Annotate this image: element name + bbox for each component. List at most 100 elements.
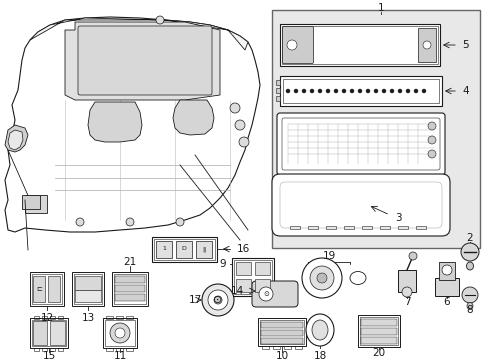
Circle shape	[401, 287, 411, 297]
Circle shape	[389, 89, 393, 93]
Bar	[357, 315, 399, 347]
Text: ⊙: ⊙	[213, 295, 222, 305]
Bar	[438, 262, 454, 280]
Bar	[116, 316, 123, 319]
Bar	[106, 316, 113, 319]
Bar	[282, 26, 437, 64]
Circle shape	[405, 89, 409, 93]
Polygon shape	[8, 130, 23, 150]
Bar	[258, 318, 305, 346]
Circle shape	[427, 136, 435, 144]
Circle shape	[333, 89, 337, 93]
Text: 1: 1	[162, 247, 165, 252]
Circle shape	[302, 258, 341, 298]
Circle shape	[293, 89, 297, 93]
Bar	[275, 80, 280, 85]
Bar	[359, 317, 397, 345]
Bar	[284, 346, 290, 349]
Bar	[33, 276, 45, 302]
Circle shape	[441, 265, 451, 275]
Bar	[275, 96, 280, 101]
Bar	[236, 279, 250, 292]
Circle shape	[126, 218, 134, 226]
Circle shape	[285, 89, 289, 93]
Circle shape	[259, 287, 272, 301]
Bar	[254, 262, 269, 275]
Bar	[115, 285, 145, 292]
Bar	[343, 226, 353, 229]
Bar	[417, 28, 435, 62]
Circle shape	[214, 296, 222, 304]
Bar	[154, 239, 215, 260]
Bar	[289, 226, 299, 229]
Bar	[74, 274, 102, 304]
Bar	[272, 346, 280, 349]
Bar	[32, 320, 66, 346]
Circle shape	[317, 89, 321, 93]
Text: 6: 6	[443, 297, 449, 307]
FancyBboxPatch shape	[78, 26, 212, 95]
Bar	[261, 322, 303, 328]
Text: 7: 7	[403, 297, 409, 307]
Bar	[325, 226, 335, 229]
Bar	[75, 290, 101, 302]
Bar	[34, 316, 39, 319]
Polygon shape	[65, 22, 220, 100]
Bar	[115, 276, 145, 283]
FancyBboxPatch shape	[276, 113, 444, 175]
Text: 11: 11	[113, 351, 126, 360]
Circle shape	[110, 323, 130, 343]
Text: 4: 4	[461, 86, 468, 96]
Bar	[114, 274, 146, 304]
Text: 2: 2	[466, 233, 472, 243]
Circle shape	[239, 137, 248, 147]
FancyBboxPatch shape	[282, 27, 313, 63]
Bar	[156, 241, 172, 258]
Bar	[126, 316, 133, 319]
Text: 12: 12	[41, 313, 54, 323]
Text: ⊙: ⊙	[263, 291, 268, 297]
Bar	[72, 272, 104, 306]
Bar	[106, 348, 113, 351]
Bar	[415, 226, 425, 229]
Text: 18: 18	[313, 351, 326, 360]
Circle shape	[325, 89, 329, 93]
Bar	[280, 76, 441, 106]
Circle shape	[427, 150, 435, 158]
Circle shape	[316, 273, 326, 283]
Text: 8: 8	[466, 305, 472, 315]
Circle shape	[235, 120, 244, 130]
Bar	[50, 316, 55, 319]
Circle shape	[460, 243, 478, 261]
Bar	[280, 24, 439, 66]
Bar	[32, 274, 62, 304]
Text: 16: 16	[237, 244, 250, 254]
Bar	[231, 258, 273, 296]
Bar	[271, 10, 479, 248]
Bar	[254, 279, 269, 292]
Circle shape	[381, 89, 385, 93]
Bar	[236, 262, 250, 275]
Circle shape	[349, 89, 353, 93]
Text: 21: 21	[123, 257, 136, 267]
Ellipse shape	[305, 314, 333, 346]
Circle shape	[461, 287, 477, 303]
FancyBboxPatch shape	[271, 174, 449, 236]
Text: 14: 14	[230, 286, 244, 296]
Ellipse shape	[466, 302, 472, 310]
Bar	[360, 328, 396, 335]
Bar	[116, 348, 123, 351]
Bar	[48, 276, 60, 302]
Bar	[261, 338, 303, 344]
Text: 19: 19	[322, 251, 335, 261]
Text: 15: 15	[42, 351, 56, 360]
Bar	[262, 346, 268, 349]
Ellipse shape	[311, 320, 327, 340]
Circle shape	[176, 218, 183, 226]
Circle shape	[413, 89, 417, 93]
Bar	[42, 316, 47, 319]
Text: 5: 5	[461, 40, 468, 50]
Bar	[50, 348, 55, 351]
Text: ⊏: ⊏	[36, 286, 42, 292]
Bar	[103, 318, 137, 348]
